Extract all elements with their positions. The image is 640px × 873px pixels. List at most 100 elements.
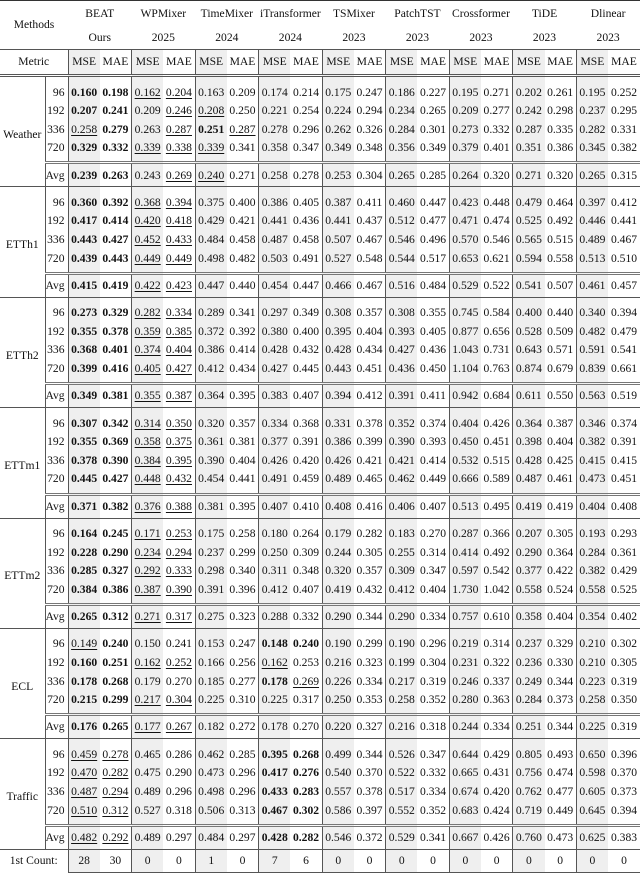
metric-mae: MAE (353, 49, 386, 77)
mae-value: 0.348 (356, 141, 383, 155)
avg-label: Avg (44, 823, 69, 850)
mae-value: 0.295 (610, 104, 638, 118)
mse-value: 0.479 (512, 186, 545, 212)
mae-value: 0.373 (610, 784, 638, 798)
first-count-value: 0 (417, 848, 450, 873)
mae-value: 0.361 (610, 545, 638, 559)
mse-value: 0.426 (258, 451, 291, 470)
table-row: Weather 96 0.160 0.198 0.162 0.204 0.163 0.209 0… (0, 75, 640, 140)
mse-value: 0.162 (258, 653, 291, 673)
mae-value: 0.258 (226, 517, 259, 544)
mse-value: 0.265 (67, 602, 100, 629)
mae-value: 0.426 (480, 407, 513, 433)
mse-value: 0.415 (575, 451, 609, 470)
mae-value: 0.327 (353, 713, 386, 739)
mse-value: 0.179 (321, 517, 354, 544)
mse-value: 0.375 (194, 186, 227, 212)
mse-value: 0.364 (512, 407, 545, 433)
mae-value: 0.517 (420, 251, 447, 265)
mse-value: 0.384 (131, 451, 164, 470)
mae-value: 0.404 (229, 453, 256, 467)
metric-mse: MSE (131, 49, 164, 77)
mse-value: 0.563 (575, 382, 609, 408)
mse-value: 0.284 (512, 690, 545, 715)
first-count-value: 0 (385, 848, 418, 873)
mae-value: 0.731 (483, 343, 510, 357)
first-count-value: 0 (353, 848, 386, 873)
mae-value: 0.269 (292, 674, 320, 688)
mse-value: 0.285 (67, 561, 100, 581)
mae-value: 0.277 (229, 674, 256, 688)
avg-label: Avg (44, 382, 69, 408)
mae-value: 0.405 (290, 186, 323, 212)
mae-value: 0.610 (480, 602, 513, 629)
mse-value: 0.387 (131, 580, 164, 605)
horizon-label: 720 (44, 801, 69, 826)
mae-value: 0.302 (608, 627, 640, 654)
mse-value: 0.175 (321, 75, 354, 102)
mse-value: 0.215 (67, 690, 100, 715)
mse-value: 0.380 (258, 322, 291, 341)
mse-value: 0.208 (194, 101, 227, 121)
avg-label: Avg (44, 492, 69, 518)
mse-value: 0.225 (194, 690, 227, 715)
first-count-value: 1 (194, 848, 227, 873)
mse-value: 0.412 (258, 580, 291, 605)
mae-value: 0.414 (102, 214, 129, 228)
mae-value: 0.240 (290, 627, 323, 654)
mae-value: 0.305 (544, 517, 577, 544)
mse-value: 0.351 (512, 138, 545, 163)
mae-value: 0.558 (547, 251, 574, 265)
mae-value: 0.434 (356, 343, 383, 357)
mse-value: 0.228 (67, 543, 100, 562)
mse-value: 0.381 (194, 492, 227, 518)
mae-value: 0.507 (544, 271, 577, 298)
horizon-label: 96 (44, 407, 69, 433)
mse-value: 0.462 (194, 738, 227, 764)
mae-value: 0.550 (544, 382, 577, 408)
mse-value: 0.487 (258, 230, 291, 250)
horizon-label: 336 (44, 120, 69, 139)
horizon-label: 336 (44, 672, 69, 691)
mae-value: 0.474 (483, 214, 510, 228)
table-row: 336 0.487 0.294 0.489 0.296 0.498 0.296 0.433 0.… (0, 782, 640, 802)
horizon-label: 192 (44, 543, 69, 562)
mae-value: 0.427 (102, 233, 129, 247)
mae-value: 0.427 (165, 362, 192, 376)
mae-value: 0.482 (229, 251, 256, 265)
mse-value: 0.237 (512, 627, 545, 654)
mse-value: 0.359 (131, 322, 164, 341)
mae-value: 0.285 (226, 738, 259, 764)
metric-mae: MAE (608, 49, 640, 77)
mae-value: 0.457 (608, 271, 640, 298)
mse-value: 0.329 (67, 138, 100, 163)
mae-value: 0.421 (356, 453, 383, 467)
dataset-label: Traffic (0, 738, 45, 850)
mse-value: 0.454 (194, 469, 227, 494)
table-row: 336 0.443 0.427 0.452 0.433 0.484 0.458 0.487 0.… (0, 230, 640, 250)
mse-value: 0.282 (131, 296, 164, 323)
mse-value: 0.503 (258, 249, 291, 274)
mse-value: 0.298 (194, 561, 227, 581)
mae-value: 0.323 (356, 655, 383, 669)
first-count-value: 0 (226, 848, 259, 873)
horizon-label: 192 (44, 763, 69, 783)
mse-value: 0.471 (448, 211, 481, 231)
mse-value: 0.428 (258, 823, 291, 850)
mse-value: 0.225 (575, 713, 609, 739)
mse-value: 0.199 (385, 653, 418, 673)
mae-value: 0.447 (290, 271, 323, 298)
mse-value: 0.527 (131, 801, 164, 826)
mse-value: 0.237 (575, 101, 609, 121)
mse-value: 0.527 (321, 249, 354, 274)
mse-value: 0.209 (131, 101, 164, 121)
mae-value: 0.467 (353, 271, 386, 298)
mae-value: 0.294 (165, 545, 192, 559)
first-count-value: 0 (321, 848, 354, 873)
mae-value: 0.252 (165, 655, 192, 669)
mse-value: 0.234 (131, 543, 164, 562)
mse-value: 0.358 (512, 602, 545, 629)
mse-value: 0.339 (194, 138, 227, 163)
mse-value: 0.334 (258, 407, 291, 433)
mse-value: 0.452 (131, 230, 164, 250)
